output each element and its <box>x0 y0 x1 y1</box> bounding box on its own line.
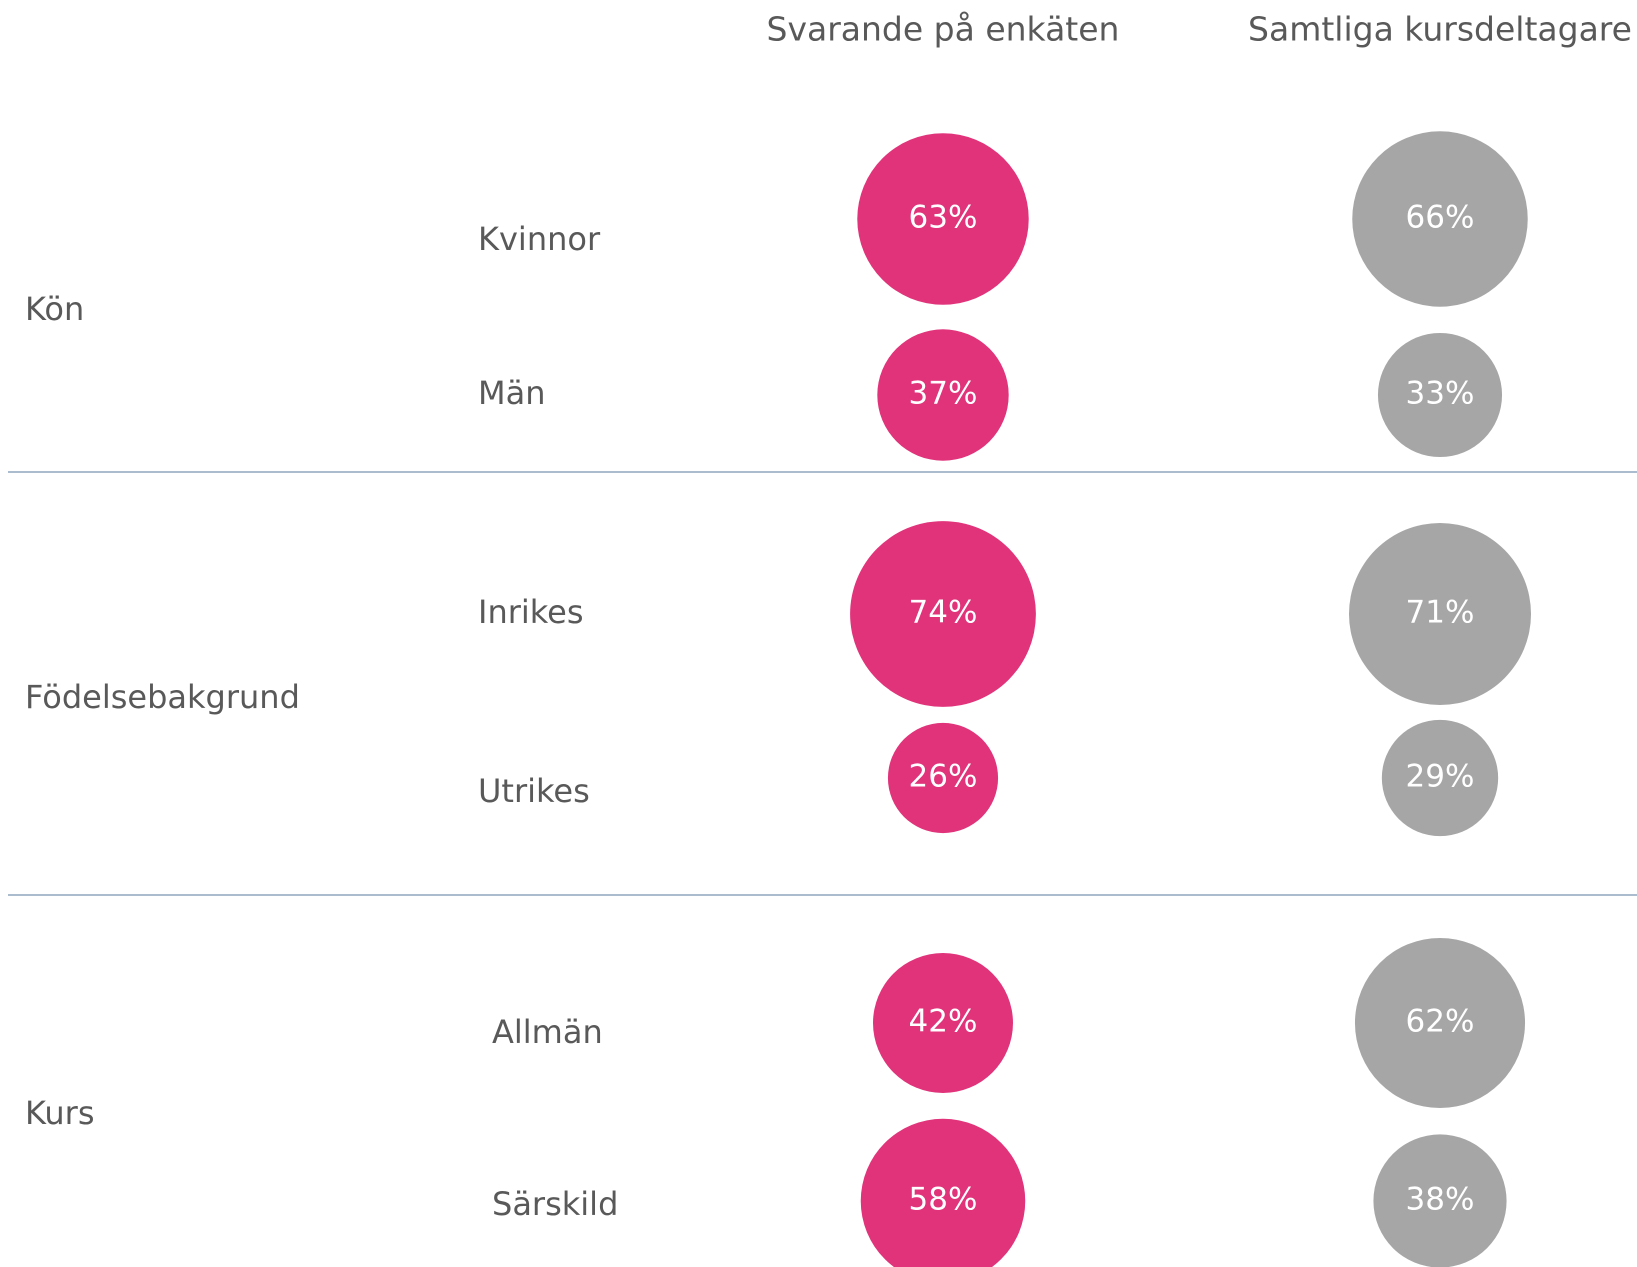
value-label: 66% <box>1406 200 1475 236</box>
group-label: Födelsebakgrund <box>25 678 300 716</box>
bubble <box>850 521 1036 707</box>
bubble <box>1381 719 1499 837</box>
value-label: 71% <box>1406 595 1475 631</box>
column-header: Samtliga kursdeltagare <box>1248 10 1632 49</box>
value-label: 58% <box>909 1182 978 1218</box>
category-label: Män <box>478 374 546 412</box>
column-header: Svarande på enkäten <box>767 10 1120 49</box>
value-label: 62% <box>1406 1004 1475 1040</box>
category-label: Utrikes <box>478 772 590 810</box>
category-label: Särskild <box>492 1185 618 1223</box>
value-label: 38% <box>1406 1182 1475 1218</box>
bubble <box>1348 522 1532 706</box>
bubble <box>1377 332 1503 458</box>
value-label: 63% <box>909 200 978 236</box>
value-label: 74% <box>909 595 978 631</box>
bubble <box>860 1118 1026 1267</box>
value-label: 33% <box>1406 376 1475 412</box>
category-label: Inrikes <box>478 593 584 631</box>
bubble <box>887 722 999 834</box>
category-label: Kvinnor <box>478 220 601 258</box>
value-label: 26% <box>909 759 978 795</box>
value-label: 42% <box>909 1004 978 1040</box>
group-label: Kön <box>25 290 84 328</box>
value-label: 29% <box>1406 759 1475 795</box>
bubble <box>1354 937 1526 1109</box>
value-label: 37% <box>909 376 978 412</box>
bubble <box>1352 131 1528 307</box>
category-label: Allmän <box>492 1013 603 1051</box>
bubble <box>1373 1134 1507 1267</box>
bubble <box>877 329 1009 461</box>
bubble <box>873 953 1013 1093</box>
group-label: Kurs <box>25 1094 95 1132</box>
bubble <box>857 133 1029 305</box>
